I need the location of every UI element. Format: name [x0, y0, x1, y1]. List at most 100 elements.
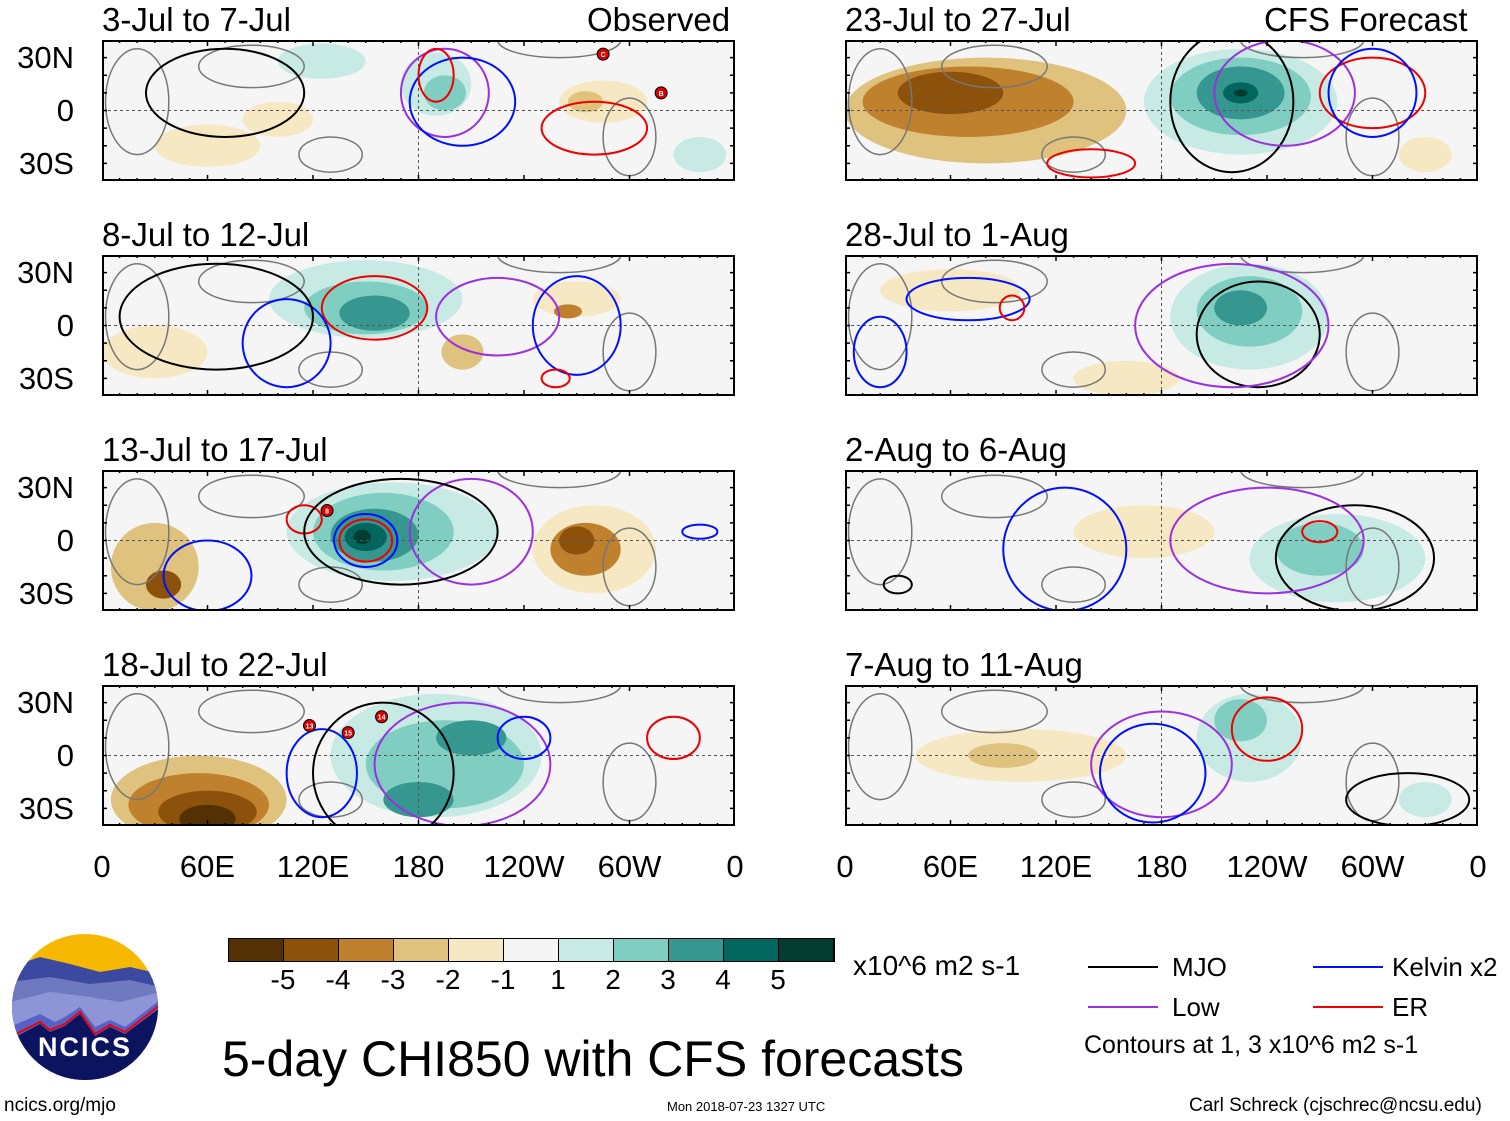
anomaly-shading — [242, 101, 313, 137]
anomaly-shading — [1275, 522, 1364, 576]
map-panel: 8 — [102, 470, 735, 611]
panel-frame — [102, 470, 735, 611]
coastline — [104, 263, 170, 371]
colorbar-tick-label: 1 — [550, 964, 566, 995]
coastline — [298, 781, 363, 818]
units-label: x10^6 m2 s-1 — [853, 950, 1021, 981]
anomaly-shading — [423, 75, 466, 111]
low-contour — [399, 47, 490, 138]
coastline — [496, 685, 622, 704]
lat-label: 30S — [18, 791, 74, 826]
panel-title: 13-Jul to 17-Jul — [102, 431, 328, 468]
tropical-cyclone-icon: B — [654, 86, 668, 100]
coastline — [1041, 136, 1106, 173]
low-contour — [1169, 486, 1365, 595]
colorbar-swatch — [779, 939, 834, 961]
kelvin-legend-line — [1313, 966, 1383, 968]
coastline — [847, 693, 913, 801]
anomaly-shading — [1233, 89, 1248, 97]
map-panel — [845, 255, 1478, 396]
er-contour — [998, 294, 1026, 322]
er-contour — [540, 368, 571, 389]
mjo-legend-label: MJO — [1172, 952, 1227, 982]
lat-label: 0 — [56, 523, 74, 558]
lat-label: 30S — [18, 146, 74, 181]
anomaly-shading — [179, 804, 236, 826]
colorbar-swatch — [614, 939, 669, 961]
coastline — [496, 40, 622, 59]
coastline — [298, 136, 363, 173]
panel-title: 28-Jul to 1-Aug — [845, 216, 1069, 253]
anomaly-shading — [110, 522, 199, 611]
panel-title: 23-Jul to 27-Jul — [845, 1, 1071, 38]
lon-label: 60W — [597, 849, 662, 884]
lon-label: 120W — [1226, 849, 1308, 884]
coastline — [940, 44, 1048, 89]
lat-label: 0 — [56, 93, 74, 128]
coastline — [1239, 470, 1365, 489]
er-contour — [540, 100, 649, 156]
kelvin-contour — [408, 56, 517, 147]
anomaly-shading — [673, 136, 727, 173]
low-legend-label: Low — [1172, 992, 1220, 1022]
lat-label: 0 — [56, 308, 74, 343]
lat-label: 30N — [17, 40, 74, 75]
map-panel — [845, 40, 1478, 181]
anomaly-shading — [1073, 505, 1215, 559]
mjo-contour — [1195, 280, 1321, 389]
svg-text:14: 14 — [378, 715, 386, 722]
er-legend-line — [1313, 1006, 1383, 1008]
lat-label: 30N — [17, 255, 74, 290]
coastline — [1239, 685, 1365, 704]
svg-text:15: 15 — [344, 731, 352, 738]
ncics-logo: NCICS — [12, 934, 158, 1080]
anomaly-shading — [102, 325, 208, 379]
anomaly-shading — [532, 281, 621, 317]
kelvin-contour — [905, 276, 1031, 322]
svg-text:8: 8 — [325, 509, 329, 516]
map-panel — [102, 255, 735, 396]
mjo-contour — [144, 47, 306, 138]
panel-title: 7-Aug to 11-Aug — [845, 646, 1083, 683]
low-contour — [373, 701, 552, 826]
panel-title: 8-Jul to 12-Jul — [102, 216, 310, 253]
panel-frame — [102, 40, 735, 181]
coastline — [1041, 781, 1106, 818]
anomaly-shading — [145, 570, 182, 599]
lat-label: 30S — [18, 576, 74, 611]
lon-label: 120E — [276, 849, 350, 884]
coastline — [1239, 40, 1365, 59]
coastline — [1239, 255, 1365, 274]
panel-frame — [845, 255, 1478, 396]
coastline — [496, 255, 622, 274]
anomaly-shading — [897, 71, 1004, 115]
kelvin-contour — [496, 715, 552, 761]
url-link[interactable]: ncics.org/mjo — [4, 1095, 116, 1116]
figure-title: 5-day CHI850 with CFS forecasts — [222, 1031, 964, 1087]
lon-label: 0 — [836, 849, 854, 884]
colorbar — [228, 938, 835, 962]
panel-frame — [845, 40, 1478, 181]
low-legend-line — [1088, 1006, 1158, 1008]
anomaly-shading — [553, 304, 583, 319]
kelvin-contour — [333, 513, 399, 568]
colorbar-tick-label: -3 — [380, 964, 406, 995]
logo-text: NCICS — [38, 1032, 132, 1062]
colorbar-swatch — [504, 939, 559, 961]
mjo-contour — [1345, 772, 1471, 826]
tropical-cyclone-icon: C — [596, 47, 610, 61]
lon-label: 120E — [1019, 849, 1093, 884]
author-credit: Carl Schreck (cjschrec@ncsu.edu) — [1189, 1095, 1482, 1116]
colorbar-swatch — [669, 939, 724, 961]
panel-frame — [845, 685, 1478, 826]
low-contour — [1090, 710, 1233, 819]
coastline — [1041, 566, 1106, 603]
kelvin-contour — [852, 315, 908, 389]
tropical-cyclone-icon: 13 — [302, 719, 316, 733]
colorbar-tick-label: -5 — [270, 964, 296, 995]
er-contour — [417, 47, 455, 103]
coastline — [496, 470, 622, 489]
panel-frame — [845, 470, 1478, 611]
kelvin-contour — [1002, 486, 1128, 611]
panel-title: 2-Aug to 6-Aug — [845, 431, 1067, 468]
